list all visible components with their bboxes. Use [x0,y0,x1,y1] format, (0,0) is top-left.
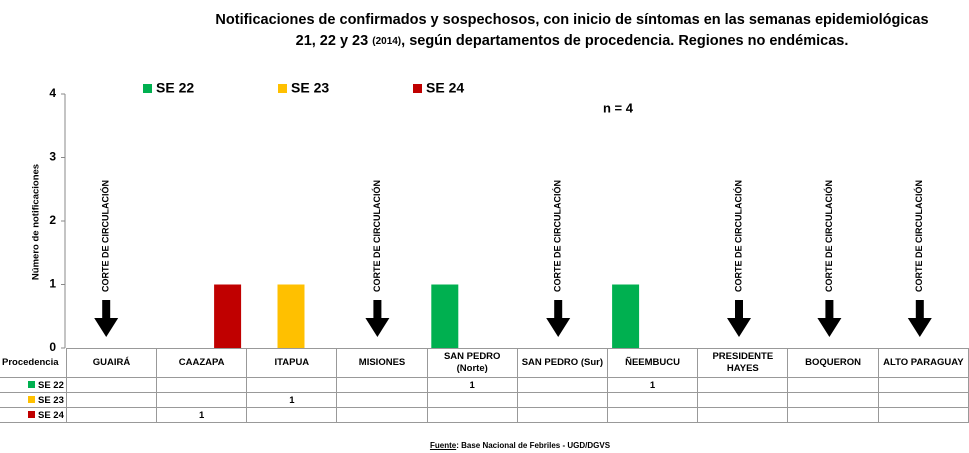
legend-swatch [278,84,287,93]
table-row: SE 23 1 [0,392,969,408]
subtitle-part: 21, 22 y 23 [296,33,369,49]
source-text: : Base Nacional de Febriles - UGD/DGVS [456,441,611,450]
table-cell [246,377,338,393]
data-table: Procedencia GUAIRÁ CAAZAPA ITAPUA MISIONES SA… [0,348,969,423]
y-axis-label: Número de notificaciones [31,164,42,280]
legend-swatch [413,84,422,93]
table-cell [65,377,158,393]
x-tick-label: SAN PEDRO (Norte) [426,348,518,378]
x-tick-label: GUAIRÁ [65,348,158,378]
table-cell [606,407,699,423]
annotation: CORTE DE CIRCULACIÓN [913,180,924,292]
table-cell [697,377,789,393]
table-cell [516,392,608,408]
table-cell [336,377,428,393]
x-tick-label: ITAPUA [246,348,338,378]
table-cell [246,407,338,423]
y-tick-label: 1 [49,277,56,291]
row-swatch [28,380,35,388]
bar [431,284,459,348]
annotation: CORTE DE CIRCULACIÓN [552,180,563,292]
annotation-arrow [546,300,571,337]
annotation-arrow [727,300,751,337]
bar [214,284,242,348]
chart-title: Notificaciones de confirmados y sospecho… [215,12,928,28]
row-label-cell: SE 23 [0,392,67,408]
source: Fuente: Base Nacional de Febriles - UGD/… [0,441,969,450]
row-swatch [28,410,35,418]
row-label-cell: SE 24 [0,407,67,423]
x-tick-label: ALTO PARAGUAY [877,348,969,378]
table-cell: 1 [246,392,338,408]
table-cell [787,392,879,408]
table-cell [426,407,518,423]
table-row: SE 24 1 [0,407,969,423]
table-header-row: Procedencia GUAIRÁ CAAZAPA ITAPUA MISIONES SA… [0,348,969,378]
table-header: Procedencia [0,348,67,378]
table-cell [426,392,518,408]
y-tick-label: 2 [49,213,56,227]
row-label: SE 24 [38,409,64,421]
n-label: n = 4 [603,100,634,115]
legend-label: SE 23 [291,80,329,96]
row-label: SE 23 [38,394,64,406]
annotation: CORTE DE CIRCULACIÓN [371,180,382,292]
table-cell [877,392,969,408]
chart-subtitle: 21, 22 y 23 (2014), según departamentos … [296,33,849,49]
table-cell [65,392,158,408]
bar [612,284,640,348]
annotation: CORTE DE CIRCULACIÓN [100,180,111,292]
table-cell: 1 [156,407,248,423]
x-tick-label: CAAZAPA [156,348,248,378]
x-tick-label: ÑEEMBUCU [606,348,699,378]
x-tick-label: BOQUERON [787,348,879,378]
table-cell: 1 [606,377,699,393]
table-cell [877,407,969,423]
annotation-arrow [365,300,390,337]
legend-label: SE 22 [156,80,194,96]
table-cell [336,392,428,408]
row-label: SE 22 [38,379,64,391]
table-cell [697,407,789,423]
source-label: Fuente [429,441,457,450]
y-tick-label: 0 [49,340,56,354]
table-cell [156,392,248,408]
legend-swatch [143,84,152,93]
table-cell [606,392,699,408]
table-cell [156,377,248,393]
x-tick-label: MISIONES [336,348,428,378]
annotation-arrow [817,300,842,337]
table-cell [697,392,789,408]
annotation-arrow [907,300,932,337]
row-label-cell: SE 22 [0,377,67,393]
table-cell [516,407,608,423]
table-cell [787,407,879,423]
subtitle-part: (2014) [372,36,401,47]
table-row: SE 22 1 1 [0,377,969,393]
x-tick-label: SAN PEDRO (Sur) [516,348,608,378]
x-tick-label: PRESIDENTE HAYES [697,348,789,378]
table-cell [516,377,608,393]
table-cell [787,377,879,393]
annotation: CORTE DE CIRCULACIÓN [732,180,743,292]
legend-label: SE 24 [426,80,464,96]
annotation: CORTE DE CIRCULACIÓN [823,180,834,292]
table-cell [336,407,428,423]
row-swatch [28,395,35,403]
table-cell [877,377,969,393]
table-cell: 1 [426,377,518,393]
y-tick-label: 3 [49,150,56,164]
annotation-arrow [94,300,119,337]
table-cell [65,407,158,423]
y-tick-label: 4 [49,86,56,100]
subtitle-part: , según departamentos de procedencia. Re… [401,33,848,49]
bar [277,284,305,348]
